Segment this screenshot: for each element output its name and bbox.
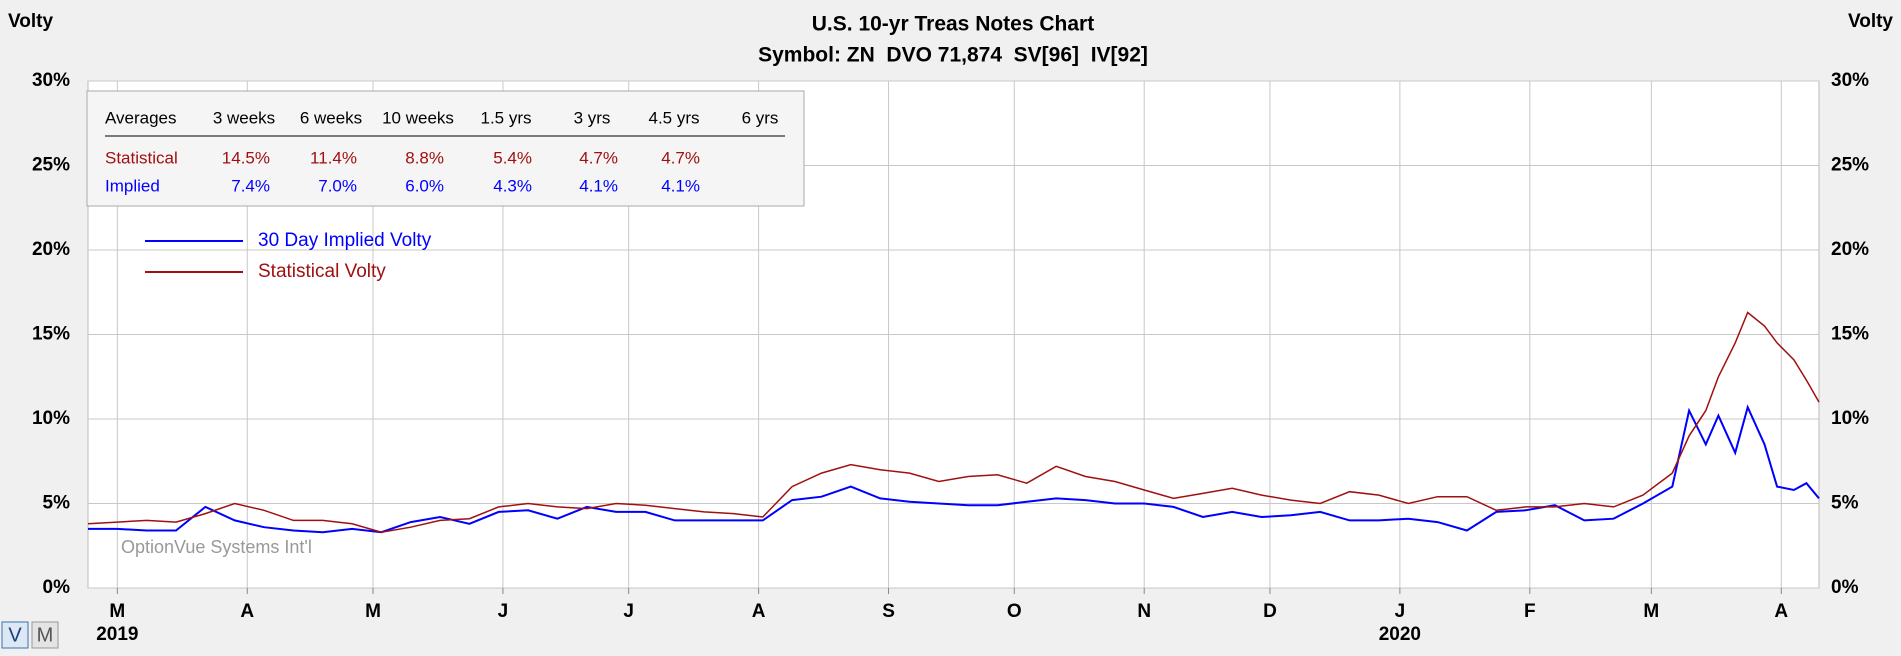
- legend: 30 Day Implied Volty Statistical Volty: [145, 230, 432, 282]
- y-tick-label: 5%: [43, 493, 71, 514]
- table-header: Averages: [105, 108, 177, 127]
- x-tick-label: J: [498, 601, 509, 622]
- x-tick-label: A: [240, 601, 254, 622]
- y2-axis-label: Volty: [1848, 11, 1893, 32]
- table-row-name: Statistical: [105, 148, 178, 167]
- x-tick-label: M: [1643, 601, 1659, 622]
- x-tick-label: S: [882, 601, 895, 622]
- series-line: [88, 404, 1820, 534]
- series-line: [87, 311, 1820, 533]
- x-tick-label: M: [365, 601, 381, 622]
- table-header: 6 yrs: [742, 108, 779, 127]
- table-cell: 14.5%: [222, 148, 270, 167]
- table-cell: 7.4%: [231, 176, 270, 195]
- table-header: 3 weeks: [213, 108, 275, 127]
- y2-tick-label: 15%: [1831, 324, 1869, 345]
- table-cell: 11.4%: [310, 148, 357, 167]
- button-v-label[interactable]: V: [8, 624, 22, 646]
- y2-tick-label: 30%: [1831, 70, 1869, 91]
- lines: [87, 311, 1820, 534]
- legend-label: Statistical Volty: [258, 261, 386, 282]
- table-cells: Averages 3 weeks 6 weeks 10 weeks 1.5 yrs 3 y…: [105, 108, 778, 195]
- y2-tick-label: 0%: [1831, 577, 1859, 598]
- table-header: 6 weeks: [300, 108, 362, 127]
- table-cell: 8.8%: [405, 148, 444, 167]
- table-cell: 7.0%: [318, 176, 357, 195]
- table-cell: 4.1%: [579, 176, 618, 195]
- table-header: 1.5 yrs: [480, 108, 531, 127]
- table-header: 10 weeks: [382, 108, 454, 127]
- y-tick-label: 15%: [32, 324, 70, 345]
- y-tick-label: 0%: [43, 577, 71, 598]
- table-cell: 6.0%: [405, 176, 444, 195]
- x-tick-label: A: [1774, 601, 1788, 622]
- y-tick-label: 25%: [32, 155, 70, 176]
- legend-label: 30 Day Implied Volty: [258, 230, 432, 251]
- table-cell: 5.4%: [493, 148, 532, 167]
- table-cell: 4.7%: [661, 148, 700, 167]
- y2-tick-label: 25%: [1831, 155, 1869, 176]
- y-tick-label: 10%: [32, 408, 70, 429]
- x-tick-label: F: [1524, 601, 1536, 622]
- y2-tick-label: 5%: [1831, 493, 1859, 514]
- y-axis-label: Volty: [8, 11, 53, 32]
- watermark: OptionVue Systems Int'l: [121, 537, 312, 557]
- x-tick-label: M: [109, 601, 125, 622]
- y-tick-label: 30%: [32, 70, 70, 91]
- chart-title: U.S. 10-yr Treas Notes Chart: [812, 13, 1094, 36]
- x-tick-label: J: [623, 601, 634, 622]
- button-v[interactable]: [1, 621, 29, 649]
- button-m-label[interactable]: M: [37, 624, 54, 646]
- x-tick-label: O: [1007, 601, 1022, 622]
- x-tick-label: D: [1263, 601, 1277, 622]
- chart-subtitle: Symbol: ZN DVO 71,874 SV[96] IV[92]: [758, 44, 1148, 67]
- x-tick-label: A: [752, 601, 766, 622]
- table-cell: 4.7%: [579, 148, 618, 167]
- table-cell: 4.3%: [493, 176, 532, 195]
- button-m[interactable]: [31, 621, 59, 649]
- year-label: 2019: [96, 624, 138, 645]
- x-tick-label: N: [1137, 601, 1151, 622]
- table-header: 3 yrs: [574, 108, 611, 127]
- y2-tick-label: 20%: [1831, 239, 1869, 260]
- table-cell: 4.1%: [661, 176, 700, 195]
- year-label: 2020: [1379, 624, 1421, 645]
- x-tick-label: J: [1395, 601, 1406, 622]
- averages-table: [86, 90, 805, 207]
- table-header: 4.5 yrs: [648, 108, 699, 127]
- y2-tick-label: 10%: [1831, 408, 1869, 429]
- y-tick-label: 20%: [32, 239, 70, 260]
- table-row-name: Implied: [105, 176, 160, 195]
